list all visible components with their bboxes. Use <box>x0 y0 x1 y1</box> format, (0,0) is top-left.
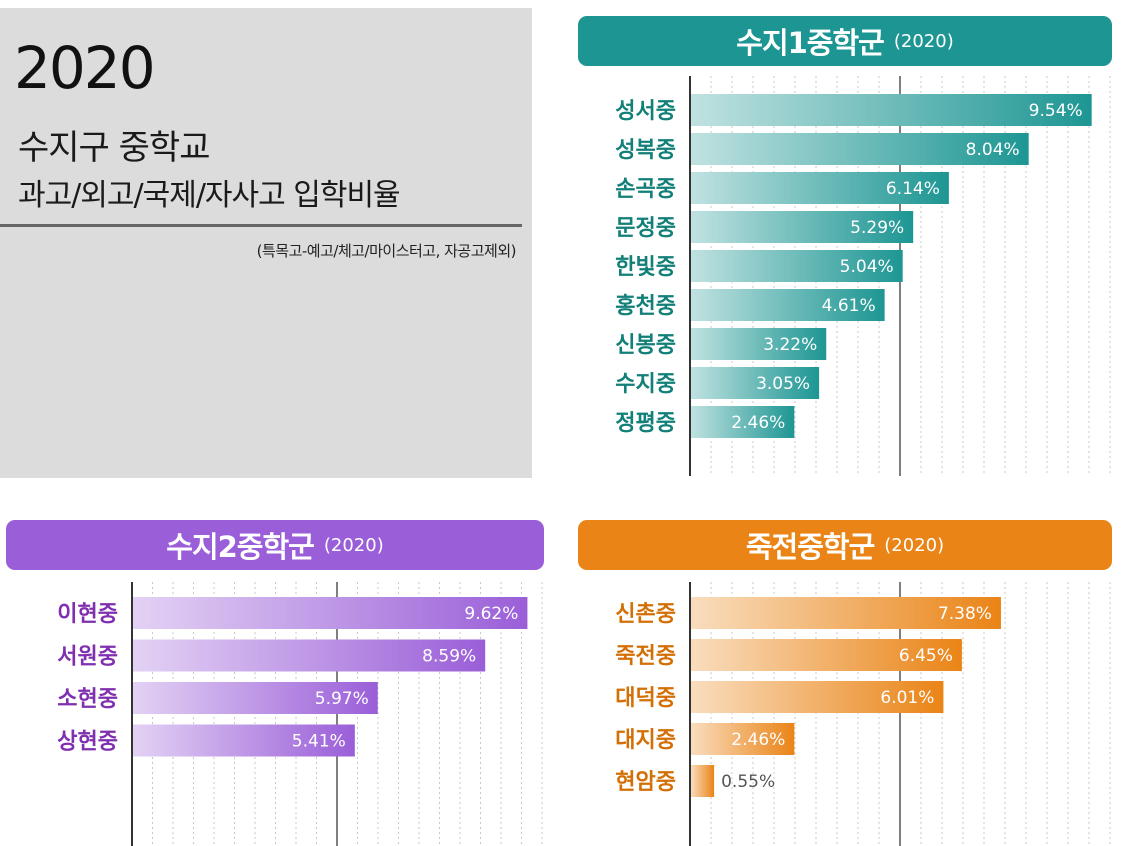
category-label: 이현중 <box>57 602 118 627</box>
category-label: 죽전중 <box>615 644 676 669</box>
data-label: 8.04% <box>966 140 1020 160</box>
bar <box>133 597 528 629</box>
data-label: 3.05% <box>756 374 810 394</box>
title-note: (특목고-예고/체고/마이스터고, 자공고제외) <box>256 242 517 260</box>
panel-year-suji1: (2020) <box>893 30 954 52</box>
panel-header-suji2: 수지2중학군 (2020) <box>6 520 544 570</box>
bar <box>691 328 827 360</box>
data-label: 9.54% <box>1029 101 1083 121</box>
panel-header-suji1: 수지1중학군 (2020) <box>578 16 1112 66</box>
bar <box>133 724 355 757</box>
panel-suji1: 수지1중학군 (2020) 성서중 9.54% 성복중 8.04% 손곡중 6.14% 문정… <box>578 16 1112 476</box>
data-label: 2.46% <box>731 730 785 750</box>
data-label: 6.01% <box>880 688 934 708</box>
bar <box>691 765 715 797</box>
data-label: 5.41% <box>292 732 346 752</box>
title-divider <box>0 224 522 227</box>
data-label: 0.55% <box>721 772 775 792</box>
title-year: 2020 <box>14 34 156 102</box>
category-label: 한빛중 <box>615 255 676 280</box>
data-label: 9.62% <box>464 604 518 624</box>
data-label: 6.14% <box>886 179 940 199</box>
data-label: 7.38% <box>938 604 992 624</box>
bar <box>691 681 944 713</box>
panel-year-jukjeon: (2020) <box>884 534 945 556</box>
bar <box>691 289 885 321</box>
category-label: 성복중 <box>615 138 676 163</box>
category-label: 손곡중 <box>615 177 676 202</box>
chart-suji1: 성서중 9.54% 성복중 8.04% 손곡중 6.14% 문정중 5.29% 한빛중 5.04%… <box>615 76 1111 476</box>
data-label: 8.59% <box>422 647 476 667</box>
bar <box>691 133 1029 165</box>
category-label: 성서중 <box>615 99 676 124</box>
data-label: 3.22% <box>763 335 817 355</box>
bar <box>691 250 903 282</box>
bar <box>691 172 949 204</box>
chart-suji2: 이현중 9.62% 서원중 8.59% 소현중 5.97% 상현중 5.41% <box>57 582 543 846</box>
panel-header-jukjeon: 죽전중학군 (2020) <box>578 520 1112 570</box>
panel-title-jukjeon: 죽전중학군 <box>745 530 875 564</box>
title-main: 수지구 중학교 <box>18 128 210 168</box>
bar <box>691 597 1001 629</box>
category-label: 신봉중 <box>615 333 676 358</box>
bar <box>691 211 914 243</box>
bar <box>691 639 962 671</box>
bar <box>133 682 378 714</box>
panel-jukjeon: 죽전중학군 (2020) 신촌중 7.38% 죽전중 6.45% 대덕중 6.01% 대지중… <box>578 520 1112 846</box>
category-label: 문정중 <box>615 216 676 241</box>
title-box: 2020 수지구 중학교 과고/외고/국제/자사고 입학비율 (특목고-예고/체… <box>0 8 532 478</box>
category-label: 정평중 <box>615 411 676 436</box>
bar <box>691 94 1092 126</box>
category-label: 서원중 <box>57 645 118 670</box>
title-subtitle: 과고/외고/국제/자사고 입학비율 <box>18 178 401 213</box>
data-label: 6.45% <box>899 646 953 666</box>
category-label: 홍천중 <box>615 294 676 319</box>
data-label: 5.29% <box>850 218 904 238</box>
chart-jukjeon: 신촌중 7.38% 죽전중 6.45% 대덕중 6.01% 대지중 2.46% 현암중 0.55% <box>615 582 1111 846</box>
category-label: 수지중 <box>615 372 676 397</box>
panel-title-suji1: 수지1중학군 <box>736 26 885 60</box>
bar <box>133 639 486 672</box>
data-label: 5.97% <box>315 689 369 709</box>
bar <box>691 367 820 399</box>
panel-title-suji2: 수지2중학군 <box>166 530 315 564</box>
data-label: 5.04% <box>840 257 894 277</box>
panel-suji2: 수지2중학군 (2020) 이현중 9.62% 서원중 8.59% 소현중 5.97% 상현… <box>6 520 544 846</box>
panel-year-suji2: (2020) <box>323 534 384 556</box>
data-label: 2.46% <box>731 413 785 433</box>
category-label: 소현중 <box>57 687 118 712</box>
category-label: 대덕중 <box>615 686 676 711</box>
bar <box>691 723 795 755</box>
category-label: 대지중 <box>615 728 676 753</box>
data-label: 4.61% <box>822 296 876 316</box>
category-label: 현암중 <box>615 770 676 795</box>
bar <box>691 406 795 438</box>
category-label: 상현중 <box>57 730 118 755</box>
category-label: 신촌중 <box>615 602 676 627</box>
